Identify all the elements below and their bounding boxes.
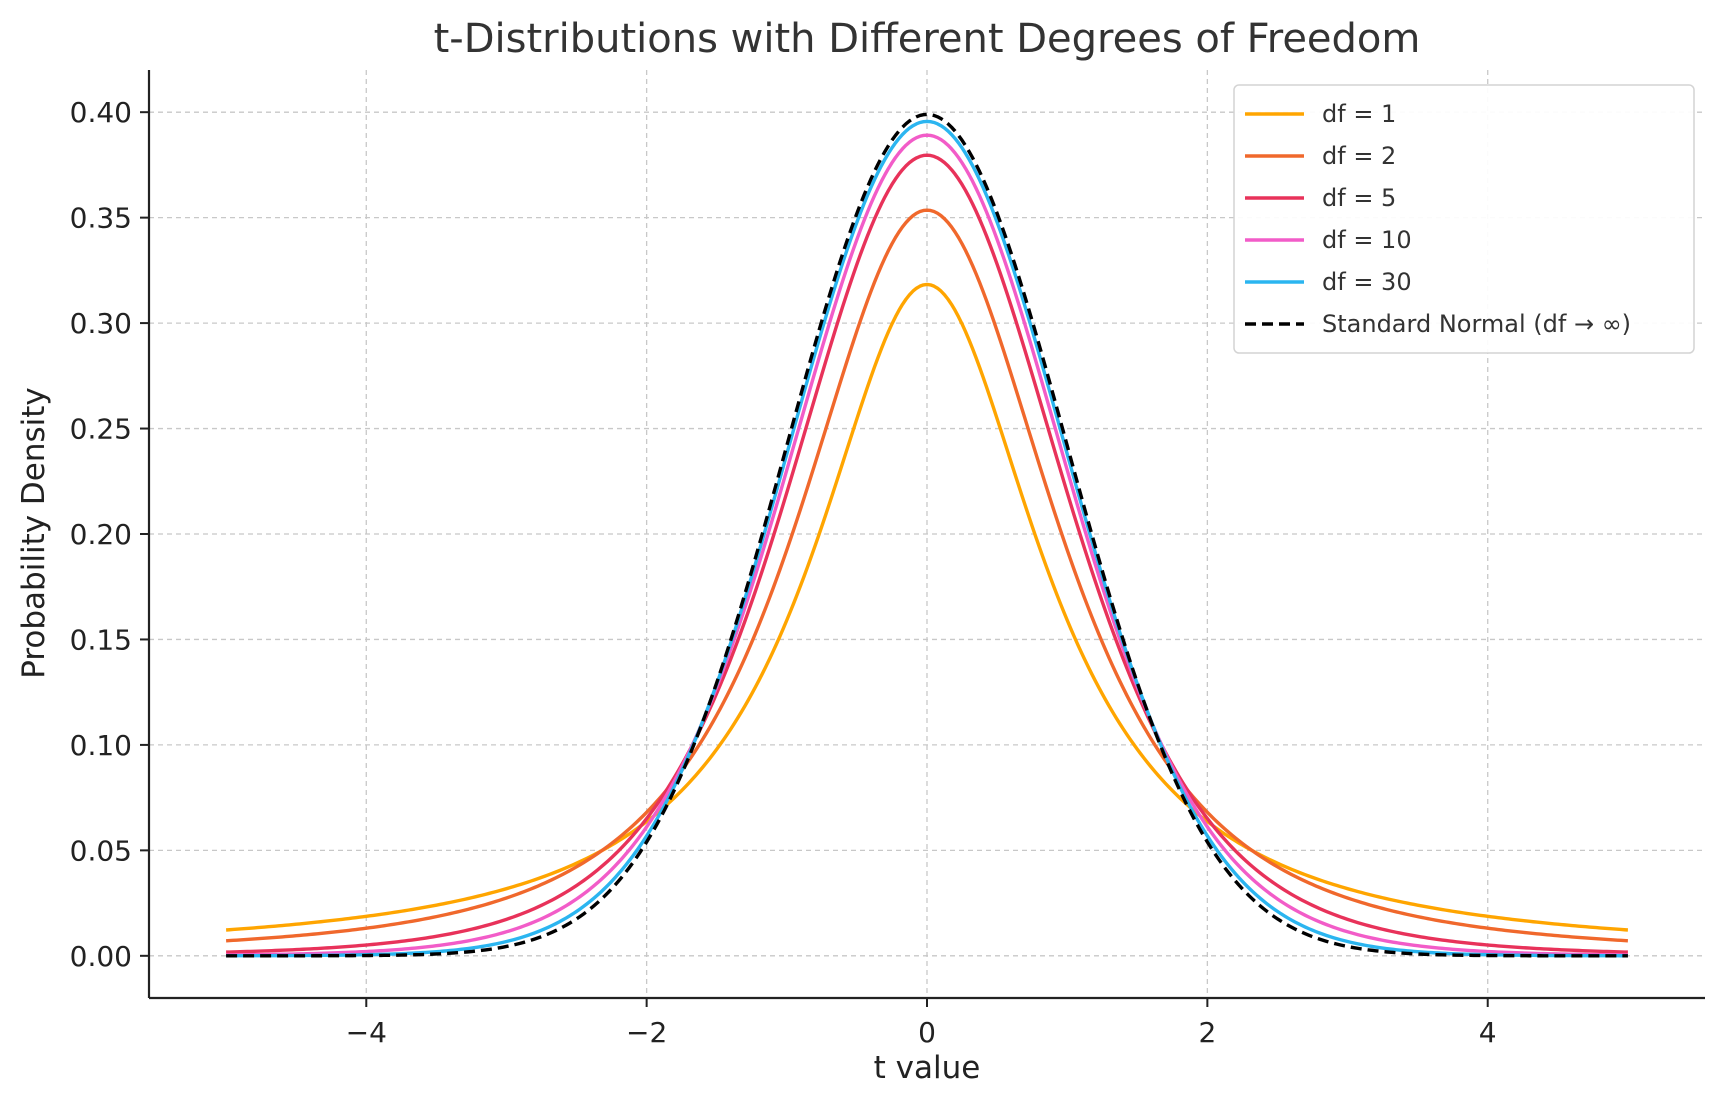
x-axis-label: t value bbox=[874, 1050, 981, 1086]
y-tick-label: 0.15 bbox=[70, 623, 132, 656]
legend-label: Standard Normal (df → ∞) bbox=[1322, 310, 1631, 338]
series-line bbox=[226, 153, 1628, 954]
series-line bbox=[226, 119, 1628, 958]
series-line bbox=[226, 133, 1628, 957]
y-tick-label: 0.05 bbox=[70, 834, 132, 867]
y-tick-label: 0.10 bbox=[70, 729, 132, 762]
series-line bbox=[225, 282, 1629, 932]
x-tick-label: −2 bbox=[626, 1016, 667, 1049]
series-line bbox=[225, 208, 1629, 943]
x-axis-ticks: −4 −2 0 2 4 bbox=[346, 998, 1497, 1049]
x-tick-label: 4 bbox=[1479, 1016, 1497, 1049]
y-tick-label: 0.25 bbox=[70, 413, 132, 446]
y-tick-label: 0.40 bbox=[70, 96, 132, 129]
x-tick-label: −4 bbox=[346, 1016, 387, 1049]
legend: df = 1 df = 2 df = 5 df = 10 df = 30 Standard… bbox=[1233, 84, 1695, 354]
y-axis-ticks: 0.00 0.05 0.10 0.15 0.20 0.25 0.30 0.35 0.40 bbox=[70, 96, 149, 973]
y-tick-label: 0.20 bbox=[70, 518, 132, 551]
y-axis-label: Probability Density bbox=[16, 387, 52, 679]
series-line bbox=[226, 112, 1628, 958]
y-tick-label: 0.00 bbox=[70, 940, 132, 973]
y-tick-label: 0.30 bbox=[70, 307, 132, 340]
legend-label: df = 30 bbox=[1322, 268, 1412, 296]
x-tick-label: 2 bbox=[1198, 1016, 1216, 1049]
legend-label: df = 5 bbox=[1322, 184, 1396, 212]
legend-label: df = 2 bbox=[1322, 142, 1396, 170]
legend-box bbox=[1233, 84, 1695, 354]
series-lines bbox=[225, 112, 1629, 958]
chart-title: t-Distributions with Different Degrees o… bbox=[434, 16, 1421, 62]
y-tick-label: 0.35 bbox=[70, 202, 132, 235]
x-tick-label: 0 bbox=[918, 1016, 936, 1049]
legend-label: df = 10 bbox=[1322, 226, 1412, 254]
legend-label: df = 1 bbox=[1322, 100, 1396, 128]
